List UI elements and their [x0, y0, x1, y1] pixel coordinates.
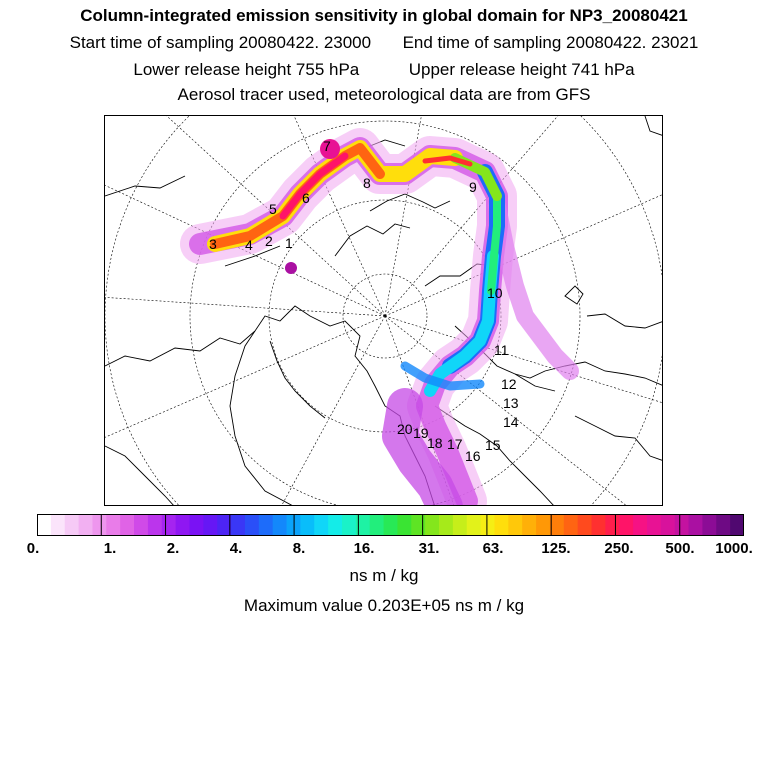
colorbar-swatch — [314, 514, 329, 536]
lower-release-height: Lower release height 755 hPa — [133, 60, 360, 79]
trajectory-label: 14 — [503, 414, 519, 430]
sensitivity-map: 1 2 3 4 5 6 7 8 9 10 11 12 13 14 15 16 1… — [104, 115, 663, 506]
colorbar-border — [37, 514, 744, 536]
colorbar-swatch — [397, 514, 412, 536]
colorbar-swatch — [660, 514, 676, 536]
colorbar-swatch — [536, 514, 551, 536]
colorbar-swatch — [466, 514, 482, 536]
colorbar-swatch — [231, 514, 246, 536]
sampling-times: Start time of sampling 20080422. 23000 E… — [0, 33, 768, 53]
colorbar-swatch — [272, 514, 288, 536]
trajectory-label: 8 — [363, 175, 371, 191]
colorbar-swatch — [439, 514, 454, 536]
colorbar-swatch — [50, 514, 66, 536]
colorbar-tick-label: 2. — [166, 540, 180, 557]
trajectory-label: 7 — [323, 138, 331, 154]
colorbar-swatch — [480, 514, 495, 536]
colorbar-swatch — [106, 514, 121, 536]
colorbar-swatch — [134, 514, 149, 536]
trajectory-label: 15 — [485, 437, 501, 453]
colorbar-tick-label: 1. — [103, 540, 117, 557]
colorbar — [37, 514, 744, 536]
end-time: End time of sampling 20080422. 23021 — [402, 33, 699, 52]
colorbar-swatch — [300, 514, 315, 536]
colorbar-swatch — [452, 514, 468, 536]
colorbar-swatch — [355, 514, 371, 536]
colorbar-swatch — [258, 514, 274, 536]
trajectory-label: 4 — [245, 237, 253, 253]
colorbar-tick-label: 8. — [292, 540, 306, 557]
trajectory-label: 16 — [465, 448, 481, 464]
trajectory-label: 10 — [487, 285, 503, 301]
trajectory-labels: 1 2 3 4 5 6 7 8 9 10 11 12 13 14 15 16 1… — [209, 138, 519, 464]
colorbar-swatch — [577, 514, 593, 536]
colorbar-swatch — [508, 514, 523, 536]
colorbar-swatch — [175, 514, 190, 536]
tracer-note: Aerosol tracer used, meteorological data… — [177, 85, 591, 104]
colorbar-swatch — [549, 514, 565, 536]
colorbar-tick-label: 63. — [482, 540, 504, 557]
colorbar-swatch — [120, 514, 135, 536]
colorbar-tick-label: 250. — [604, 540, 634, 557]
maximum-value: Maximum value 0.203E+05 ns m / kg — [243, 596, 525, 615]
colorbar-swatch — [341, 514, 357, 536]
trajectory-label: 20 — [397, 421, 413, 437]
colorbar-swatch — [605, 514, 620, 536]
colorbar-swatch — [189, 514, 204, 536]
colorbar-swatch — [92, 514, 107, 536]
colorbar-swatch — [78, 514, 93, 536]
trajectory-label: 12 — [501, 376, 517, 392]
colorbar-tick-label: 1000. — [715, 540, 753, 557]
colorbar-tick-label: 0. — [26, 540, 40, 557]
colorbar-swatch — [563, 514, 579, 536]
trajectory-label: 18 — [427, 435, 443, 451]
trajectory-label: 2 — [265, 233, 273, 249]
colorbar-swatch — [688, 514, 703, 536]
colorbar-swatch — [522, 514, 537, 536]
colorbar-swatch — [633, 514, 648, 536]
colorbar-swatch — [64, 514, 80, 536]
colorbar-swatch — [411, 514, 426, 536]
trajectory-label: 9 — [469, 179, 477, 195]
colorbar-swatch — [217, 514, 232, 536]
start-time: Start time of sampling 20080422. 23000 — [69, 33, 372, 52]
colorbar-swatch — [646, 514, 662, 536]
colorbar-swatch — [425, 514, 440, 536]
colorbar-swatch — [161, 514, 177, 536]
colorbar-swatch — [369, 514, 385, 536]
colorbar-swatch — [619, 514, 634, 536]
colorbar-tick-label: 16. — [353, 540, 375, 557]
upper-release-height: Upper release height 741 hPa — [408, 60, 635, 79]
trajectory-label: 17 — [447, 436, 463, 452]
colorbar-units: ns m / kg — [349, 566, 419, 585]
colorbar-swatch — [494, 514, 509, 536]
colorbar-swatch — [328, 514, 343, 536]
trajectory-label: 6 — [302, 190, 310, 206]
figure-title: Column-integrated emission sensitivity i… — [80, 6, 688, 25]
trajectory-label: 5 — [269, 201, 277, 217]
trajectory-label: 13 — [503, 395, 519, 411]
colorbar-swatch — [674, 514, 690, 536]
colorbar-swatch — [203, 514, 218, 536]
release-heights: Lower release height 755 hPa Upper relea… — [0, 60, 768, 80]
colorbar-tick-label: 500. — [665, 540, 695, 557]
map-svg: 1 2 3 4 5 6 7 8 9 10 11 12 13 14 15 16 1… — [105, 116, 662, 505]
colorbar-swatch — [147, 514, 163, 536]
colorbar-tick-label: 4. — [229, 540, 243, 557]
trajectory-label: 11 — [494, 342, 509, 358]
sensitivity-plume — [180, 128, 579, 505]
colorbar-swatch — [37, 514, 52, 536]
colorbar-swatch — [716, 514, 731, 536]
colorbar-swatch — [383, 514, 398, 536]
colorbar-swatch — [244, 514, 260, 536]
trajectory-label: 1 — [285, 235, 293, 251]
colorbar-swatch — [730, 514, 744, 536]
colorbar-swatch — [591, 514, 606, 536]
trajectory-label: 3 — [209, 236, 217, 252]
colorbar-swatch — [702, 514, 717, 536]
colorbar-tick-label: 31. — [418, 540, 440, 557]
colorbar-tick-label: 125. — [541, 540, 571, 557]
trajectory-label: 19 — [413, 425, 429, 441]
